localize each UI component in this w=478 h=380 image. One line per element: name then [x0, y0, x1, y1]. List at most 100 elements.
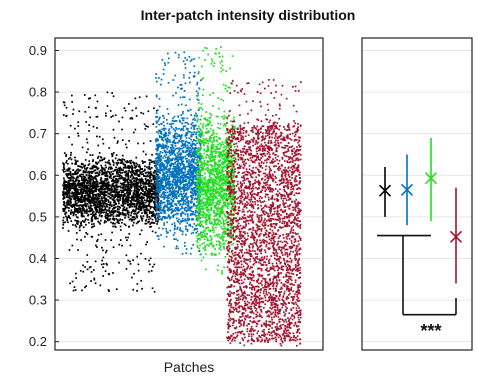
point: [140, 207, 143, 210]
point: [172, 186, 175, 189]
point: [150, 193, 152, 196]
point: [197, 102, 200, 104]
point: [114, 210, 117, 212]
point: [167, 145, 170, 148]
point: [186, 160, 188, 162]
point: [95, 203, 97, 206]
point: [63, 177, 65, 180]
point: [179, 169, 182, 171]
point: [68, 186, 70, 189]
point: [132, 198, 135, 201]
point: [69, 174, 72, 176]
point: [171, 120, 174, 122]
point: [215, 226, 217, 229]
point: [75, 225, 77, 228]
point: [116, 193, 118, 195]
point: [91, 226, 93, 229]
point: [159, 168, 161, 171]
point: [137, 182, 139, 185]
point: [146, 214, 148, 217]
point: [127, 181, 130, 183]
point: [156, 159, 159, 162]
point: [188, 77, 191, 79]
point: [186, 217, 189, 220]
point: [106, 91, 109, 94]
point: [196, 216, 199, 219]
point: [163, 124, 165, 127]
point: [107, 199, 109, 201]
point: [70, 183, 73, 185]
point: [113, 201, 115, 204]
point: [194, 156, 197, 158]
point: [195, 112, 197, 115]
point: [153, 263, 156, 266]
point: [157, 177, 160, 179]
point: [116, 211, 119, 213]
point: [183, 165, 185, 167]
point: [201, 199, 203, 201]
point: [80, 224, 83, 227]
point: [86, 182, 88, 184]
point: [78, 200, 80, 202]
point: [210, 169, 212, 171]
point: [93, 193, 95, 196]
point: [184, 167, 186, 170]
point: [70, 158, 73, 161]
point: [152, 183, 155, 185]
point: [179, 157, 182, 160]
point: [145, 183, 147, 185]
point: [162, 206, 165, 208]
point: [172, 117, 174, 120]
point: [189, 152, 191, 155]
point: [156, 209, 158, 211]
point: [192, 178, 195, 181]
point: [105, 178, 108, 180]
point: [87, 164, 90, 166]
point: [128, 206, 131, 209]
point: [96, 171, 98, 174]
point: [85, 121, 88, 123]
point: [192, 118, 194, 121]
point: [88, 201, 90, 204]
point: [72, 224, 74, 226]
point: [119, 207, 121, 209]
point: [204, 190, 207, 192]
point: [164, 128, 167, 130]
point: [153, 206, 155, 209]
point: [102, 263, 105, 265]
point: [106, 216, 108, 219]
point: [178, 173, 181, 175]
point: [191, 188, 193, 190]
point: [118, 215, 120, 217]
point: [166, 206, 168, 208]
point: [153, 162, 156, 164]
point: [207, 198, 210, 200]
point: [156, 167, 159, 169]
point: [68, 216, 71, 219]
point: [118, 191, 121, 193]
point: [116, 175, 119, 178]
point: [208, 139, 211, 142]
point: [197, 234, 200, 236]
point: [168, 161, 171, 163]
point: [63, 181, 66, 184]
point: [139, 166, 141, 168]
point: [232, 190, 235, 192]
point: [91, 166, 94, 169]
point: [113, 191, 116, 194]
point: [70, 220, 73, 222]
point: [185, 225, 187, 228]
point: [98, 190, 100, 192]
point: [180, 187, 182, 189]
point: [177, 104, 180, 106]
point: [100, 157, 103, 159]
point: [78, 207, 80, 209]
point: [189, 175, 192, 178]
point: [189, 209, 191, 212]
point: [135, 180, 137, 183]
point: [81, 190, 83, 193]
point: [133, 186, 136, 188]
point: [66, 196, 68, 199]
point: [101, 138, 104, 141]
point: [174, 194, 177, 197]
